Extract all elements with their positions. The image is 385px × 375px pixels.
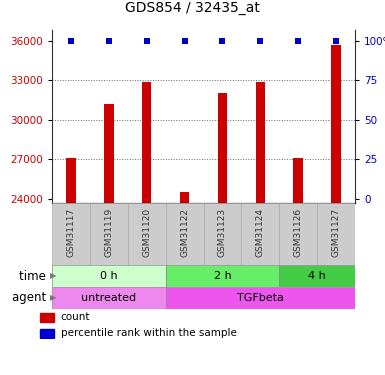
Text: GSM31122: GSM31122 [180,208,189,257]
Text: ▶: ▶ [50,272,57,280]
Bar [293,158,303,203]
Bar [166,265,279,287]
Text: GSM31127: GSM31127 [331,208,341,257]
Bar [317,203,355,265]
Bar [166,203,204,265]
Text: agent: agent [12,291,50,304]
Bar [52,265,166,287]
Bar [52,203,90,265]
Bar [40,328,54,338]
Bar [52,287,166,309]
Text: GSM31120: GSM31120 [142,208,151,257]
Text: GSM31124: GSM31124 [256,208,265,257]
Text: time: time [20,270,50,282]
Text: ▶: ▶ [50,294,57,303]
Bar [142,81,151,203]
Bar [180,192,189,203]
Bar [128,203,166,265]
Bar [331,45,341,203]
Bar [279,203,317,265]
Text: GSM31123: GSM31123 [218,208,227,257]
Text: TGFbeta: TGFbeta [237,293,284,303]
Text: percentile rank within the sample: percentile rank within the sample [61,328,237,338]
Text: 0 h: 0 h [100,271,118,281]
Text: GSM31119: GSM31119 [104,208,113,257]
Text: GSM31126: GSM31126 [294,208,303,257]
Bar [279,265,355,287]
Bar [66,158,76,203]
Text: GDS854 / 32435_at: GDS854 / 32435_at [125,1,260,15]
Bar [204,203,241,265]
Text: 4 h: 4 h [308,271,326,281]
Text: 2 h: 2 h [214,271,231,281]
Bar [40,313,54,322]
Bar [256,81,265,203]
Bar [104,104,114,203]
Bar [241,203,279,265]
Text: count: count [61,312,90,322]
Bar [90,203,128,265]
Bar [218,93,227,203]
Text: GSM31117: GSM31117 [67,208,75,257]
Text: untreated: untreated [81,293,136,303]
Bar [166,287,355,309]
